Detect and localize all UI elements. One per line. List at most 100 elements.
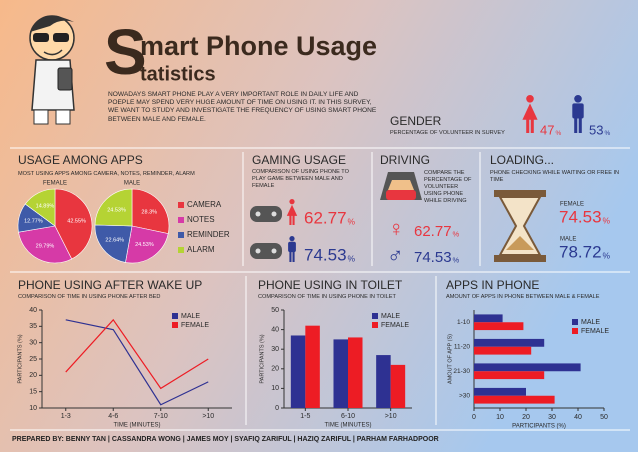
loading-title: LOADING... [490, 153, 554, 167]
legend-label: FEMALE [181, 322, 209, 329]
unit-label: % [603, 215, 611, 225]
legend-label: REMINDER [187, 230, 230, 239]
x-tick-label: 10 [496, 414, 504, 421]
loading-subtitle: PHONE CHECKING WHILE WAITING OR FREE IN … [490, 170, 620, 183]
icon-body [288, 241, 296, 253]
y-tick-label: 35 [29, 323, 37, 330]
legend-label: MALE [581, 319, 600, 326]
bar [474, 322, 524, 331]
bar [290, 335, 306, 408]
driving-subtitle: COMPARE THE PERCENTAGE OF VOLUNTEER USIN… [424, 170, 472, 204]
slice-label: 42.55% [67, 218, 86, 224]
loading-female-label: FEMALE [560, 202, 584, 208]
y-tick-label: 10 [29, 405, 37, 412]
x-tick-label: 30 [548, 414, 556, 421]
bar [474, 338, 545, 347]
icon-body [522, 103, 538, 120]
loading-male-value: 78.72 [559, 242, 602, 261]
line-series [65, 318, 209, 390]
dividers [10, 147, 630, 431]
icon-head [289, 236, 295, 242]
y-tick-label: 1-10 [457, 319, 470, 326]
female-symbol: ♀ [388, 216, 405, 241]
slice-label: 14.89% [36, 204, 55, 210]
female-icon [286, 199, 298, 225]
loading-male-label: MALE [560, 237, 576, 243]
icon-body [572, 103, 584, 119]
legend-swatch [178, 232, 184, 238]
icon-head [526, 95, 534, 103]
title-line1: mart Phone Usage [140, 31, 377, 61]
icon-leg [292, 251, 295, 262]
icon-head [289, 199, 295, 205]
y-tick-label: 25 [29, 356, 37, 363]
title-line2: tatistics [140, 63, 216, 85]
icon-leg [292, 214, 295, 225]
y-tick-label: 0 [275, 405, 279, 412]
slice-label: 12.77% [24, 218, 43, 224]
gender-male-value: 53 [589, 122, 603, 137]
female-icon [522, 95, 538, 133]
slice-label: 22.64% [105, 237, 124, 243]
x-tick-label: 6-10 [341, 413, 355, 420]
bar [390, 364, 406, 408]
y-tick-label: 21-30 [453, 368, 470, 375]
pie-slice [94, 224, 133, 263]
section-title: APPS IN PHONE [446, 278, 539, 292]
unit-label: % [555, 130, 561, 137]
y-tick-label: 10 [271, 385, 279, 392]
line-series [65, 319, 209, 406]
x-tick-label: 0 [472, 414, 476, 421]
legend-label: MALE [181, 313, 200, 320]
x-tick-label: >10 [202, 413, 214, 420]
gaming-male-value: 74.53 [304, 245, 347, 264]
x-tick-label: 20 [522, 414, 530, 421]
icon-head [574, 95, 582, 103]
unit-label: % [603, 250, 611, 260]
gaming-subtitle: COMPARISON OF USING PHONE TO PLAY GAME B… [252, 169, 349, 189]
unit-label: % [348, 253, 356, 263]
slice-label: 24.53% [107, 208, 126, 214]
car-icon [380, 172, 422, 200]
y-tick-label: 20 [271, 366, 279, 373]
loading-female-value: 74.53 [559, 207, 602, 226]
slice-label: 28.3% [141, 209, 157, 215]
bar [348, 337, 363, 408]
apps-subtitle: MOST USING APPS AMONG CAMERA, NOTES, REM… [18, 171, 195, 177]
intro-text: NOWADAYS SMART PHONE PLAY A VERY IMPORTA… [108, 91, 377, 123]
driving-female-value: 62.77 [414, 223, 452, 240]
legend-label: FEMALE [381, 322, 409, 329]
male-icon [572, 95, 584, 133]
driving-male-value: 74.53 [414, 249, 452, 266]
x-tick-label: >10 [385, 413, 397, 420]
y-tick-label: 15 [29, 389, 37, 396]
icon-leg [574, 117, 578, 133]
toilet-subtitle: COMPARISON OF TIME IN USING PHONE IN TOI… [258, 294, 396, 300]
x-axis-label: PARTICIPANTS (%) [512, 424, 566, 430]
driving-title: DRIVING [380, 153, 430, 167]
title-initial: S [104, 16, 147, 88]
bar [474, 346, 532, 355]
bar [474, 395, 555, 404]
legend-swatch [372, 313, 378, 319]
y-tick-label: >30 [459, 392, 470, 399]
legend-swatch [178, 247, 184, 253]
cartoon-icon [29, 15, 75, 125]
y-tick-label: 30 [271, 346, 279, 353]
x-tick-label: 1-3 [61, 413, 71, 420]
y-tick-label: 50 [271, 307, 279, 314]
legend-swatch [572, 319, 578, 325]
pie-slice [24, 188, 56, 227]
slice-label: 29.79% [36, 243, 55, 249]
hourglass-icon [494, 190, 546, 262]
legend-swatch [172, 322, 178, 328]
slice-label: 24.53% [135, 242, 154, 248]
pie-slice [94, 188, 133, 227]
x-tick-label: 7-10 [154, 413, 168, 420]
gaming-title: GAMING USAGE [252, 153, 346, 167]
gender-title: GENDER [390, 114, 442, 128]
apps-phone-subtitle: AMOUNT OF APPS IN PHONE BETWEEN MALE & F… [446, 294, 600, 300]
gender-subtitle: PERCENTAGE OF VOLUNTEER IN SURVEY [390, 130, 505, 136]
